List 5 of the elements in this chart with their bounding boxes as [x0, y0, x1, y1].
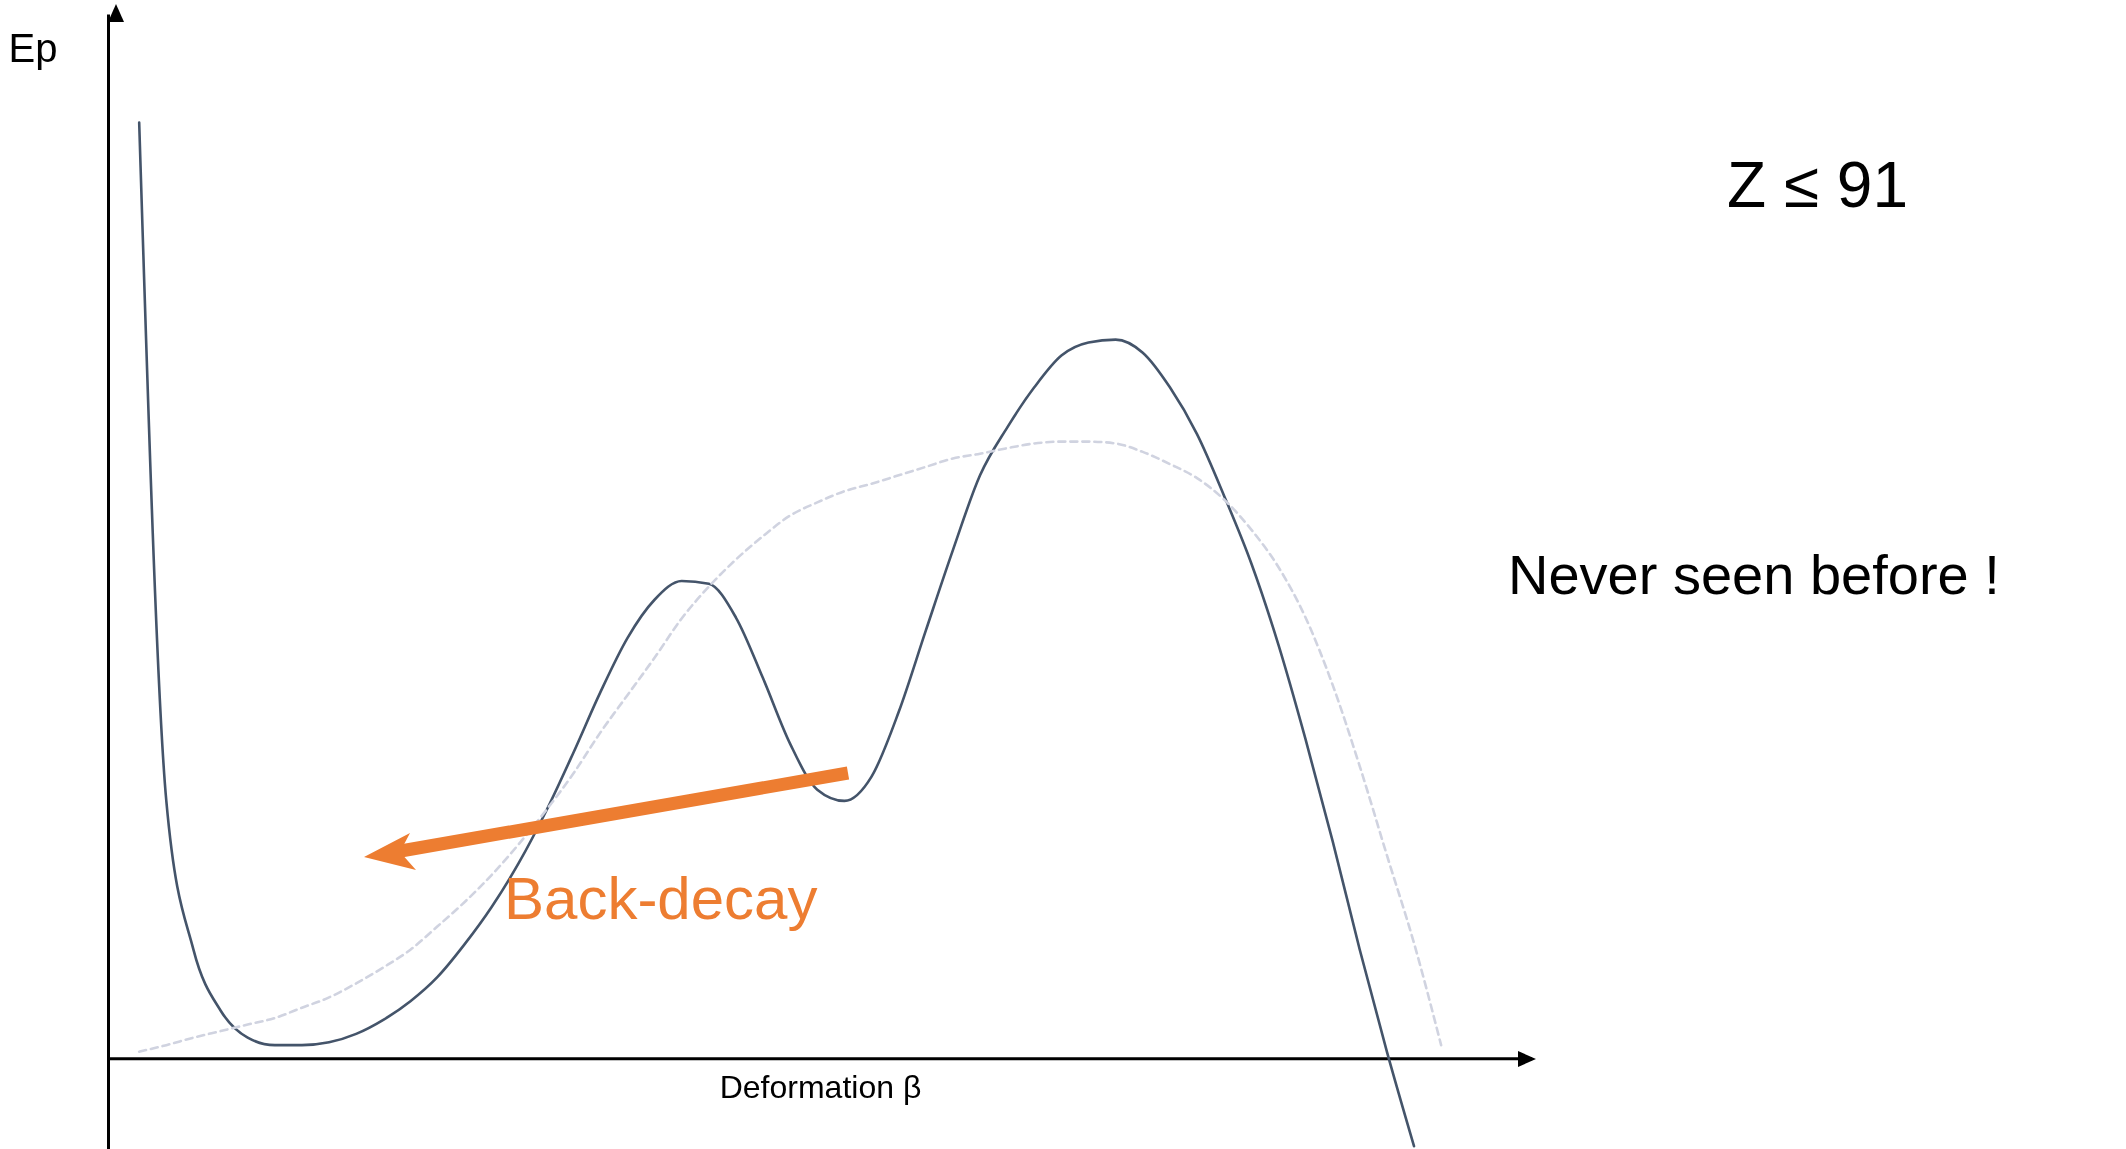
text: Z ≤ 91	[1727, 148, 1908, 222]
x-axis-title: Deformation β	[719, 1068, 922, 1105]
annotation: Back-decay	[504, 864, 818, 933]
text: Never seen before !	[1508, 542, 2000, 607]
y-axis-title: Ep	[8, 25, 58, 70]
